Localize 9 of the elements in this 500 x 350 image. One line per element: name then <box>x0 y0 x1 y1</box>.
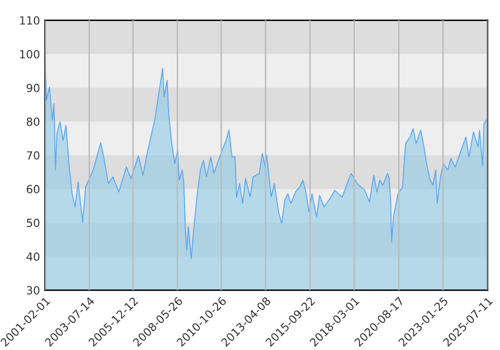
y-tick-label: 110 <box>20 16 40 25</box>
y-tick-label: 60 <box>26 184 40 194</box>
y-tick-label: 90 <box>26 84 40 92</box>
y-tick-label: 70 <box>26 151 40 160</box>
y-tick-label: 80 <box>26 117 40 126</box>
y-tick-label: 50 <box>26 218 40 228</box>
y-tick-label: 40 <box>26 252 40 261</box>
y-tick-label: 30 <box>26 286 40 295</box>
y-tick-label: 100 <box>20 50 40 58</box>
